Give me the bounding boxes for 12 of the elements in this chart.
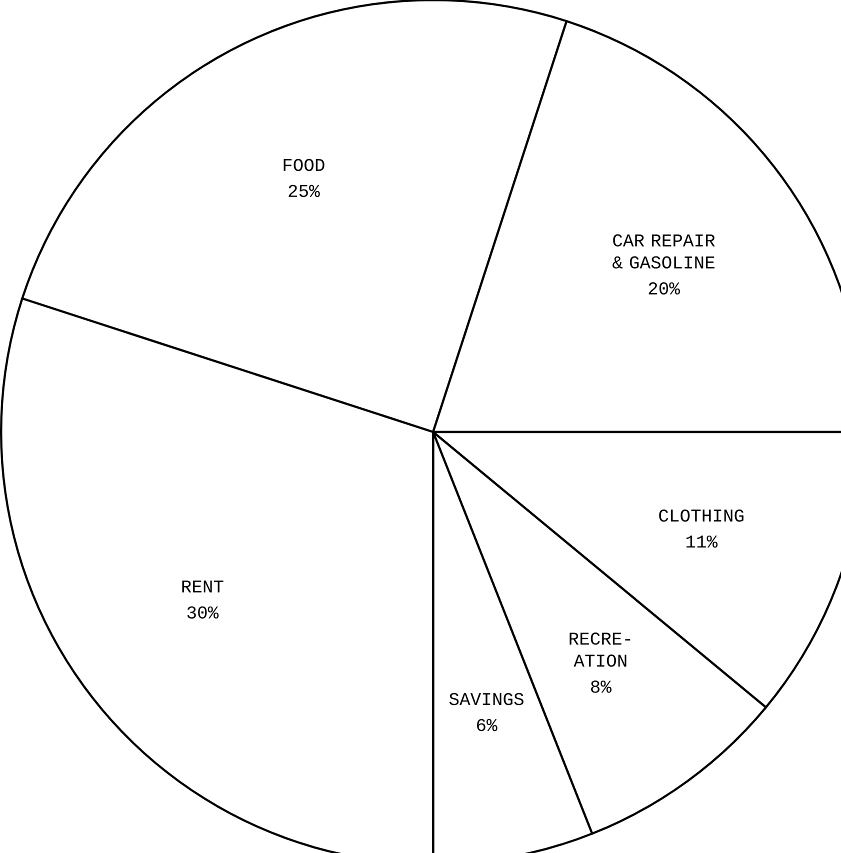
data-label: 20% <box>648 282 680 295</box>
slice-label: CAR REPAIR & GASOLINE <box>612 234 715 269</box>
slice-label: FOOD <box>284 158 324 172</box>
data-label: 6% <box>477 718 498 732</box>
slice-label: RECRE-ATION <box>570 632 630 667</box>
slice-label: RENT <box>182 580 224 592</box>
data-label: 8% <box>591 680 612 693</box>
data-label: 25% <box>288 184 320 198</box>
data-label: 30% <box>187 606 219 619</box>
slice-label: SAVINGS <box>449 692 524 706</box>
data-label: 11% <box>686 536 718 548</box>
slice-label: CLOTHING <box>659 509 744 522</box>
